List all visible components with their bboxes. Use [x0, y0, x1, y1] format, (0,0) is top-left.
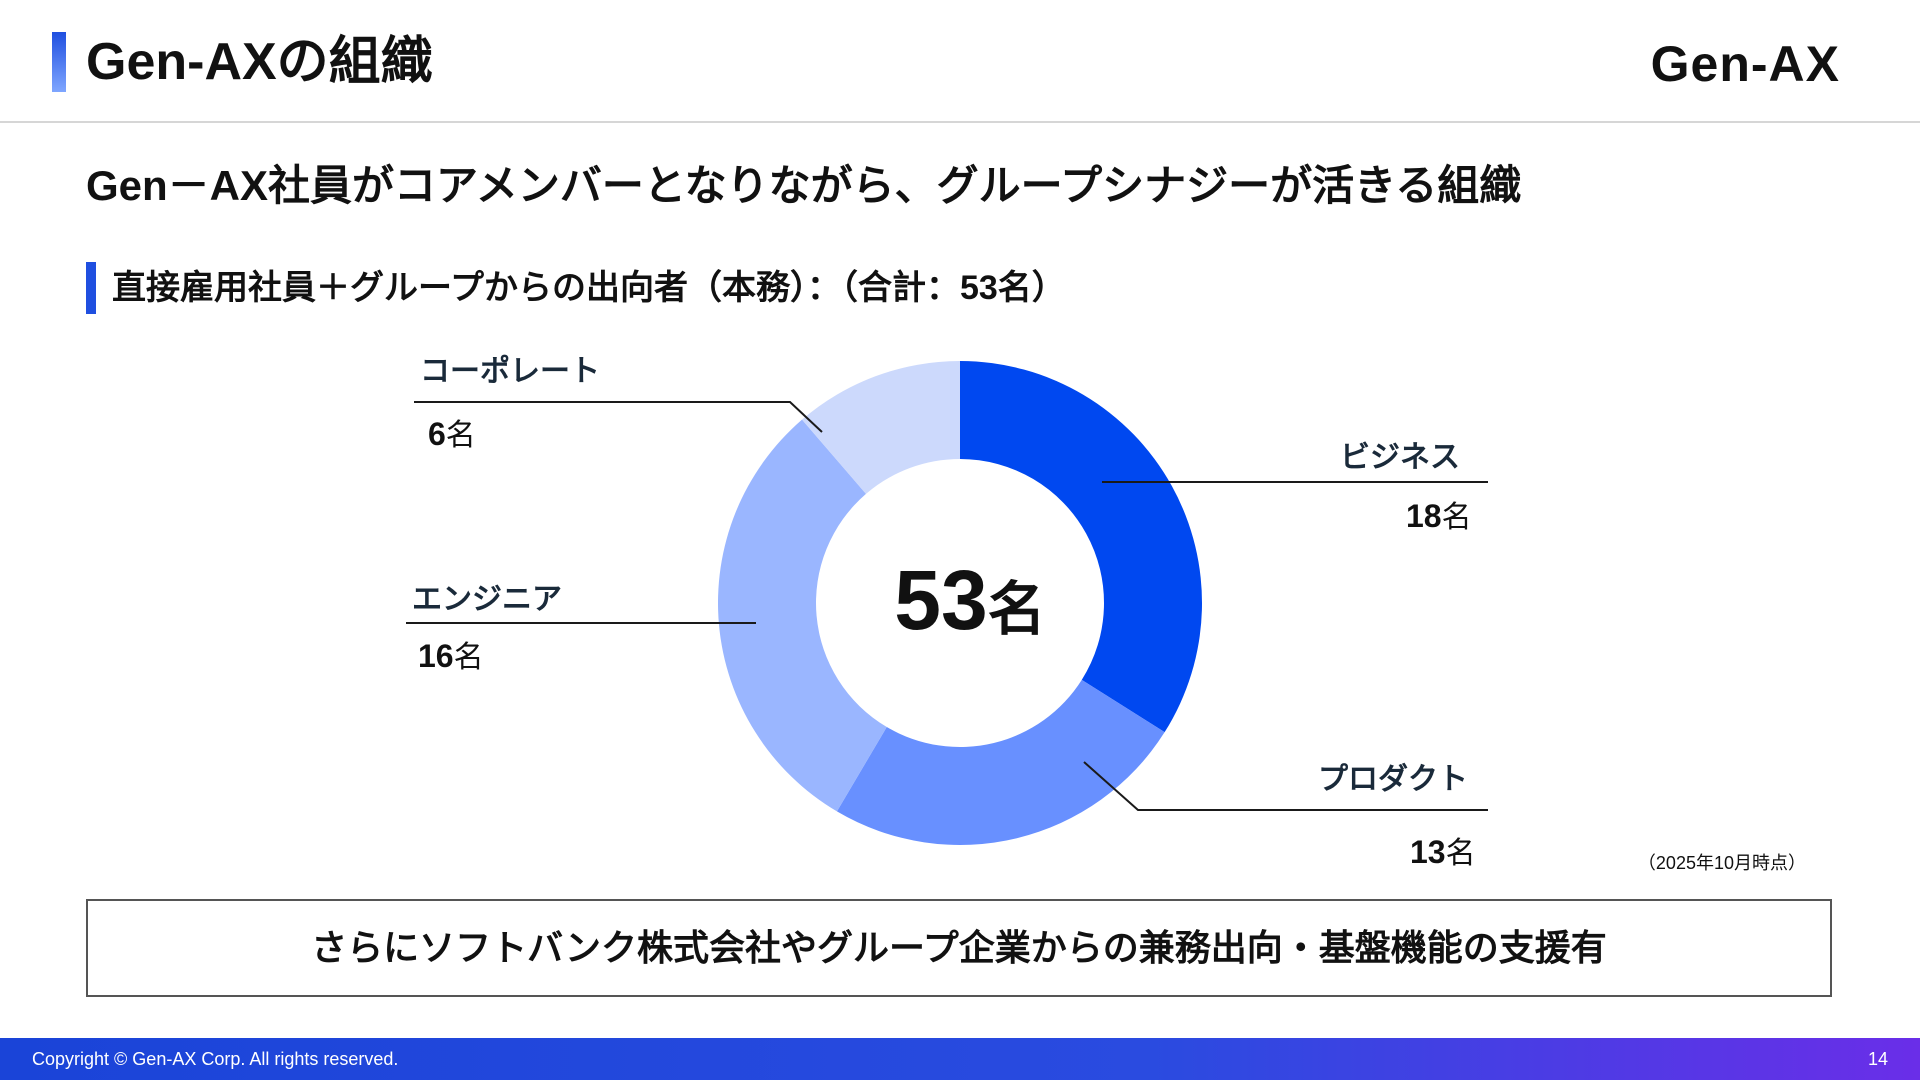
label-corporate: コーポレート — [420, 355, 600, 388]
value-corporate: 6名 — [428, 414, 476, 456]
as-of-date: （2025年10月時点） — [1637, 853, 1806, 873]
value-product-unit: 名 — [1445, 837, 1476, 870]
copyright: Copyright © Gen-AX Corp. All rights rese… — [32, 1049, 399, 1069]
header-divider — [0, 121, 1920, 123]
subheading-accent-bar — [86, 262, 96, 314]
value-product: 13名 — [1410, 832, 1476, 874]
value-engineer-unit: 名 — [453, 641, 484, 674]
value-business-number: 18 — [1406, 498, 1442, 534]
value-business-unit: 名 — [1441, 501, 1472, 534]
note-text: さらにソフトバンク株式会社やグループ企業からの兼務出向・基盤機能の支援有 — [311, 927, 1607, 968]
value-corporate-unit: 名 — [445, 419, 476, 452]
page-number: 14 — [1867, 1049, 1888, 1069]
page-title: Gen-AXの組織 — [86, 33, 433, 91]
leader-line-product — [1083, 761, 1488, 811]
label-engineer: エンジニア — [412, 583, 562, 616]
total-unit: 名 — [987, 577, 1046, 642]
chart-subheading: 直接雇用社員＋グループからの出向者（本務）：（合計：53名） — [112, 269, 1066, 307]
value-corporate-number: 6 — [428, 416, 446, 452]
donut-center-total: 53名 — [860, 550, 1080, 650]
headline: Gen－AX社員がコアメンバーとなりながら、グループシナジーが活きる組織 — [86, 162, 1522, 209]
value-business: 18名 — [1406, 496, 1472, 538]
total-number: 53 — [894, 553, 988, 647]
donut-slice-business — [960, 361, 1202, 733]
donut-slice-product — [836, 679, 1165, 846]
donut-slice-corporate — [802, 361, 960, 494]
donut-slice-engineer — [717, 419, 887, 812]
gen-ax-logo: Gen-AX — [1650, 36, 1840, 92]
leader-line-corporate — [414, 401, 823, 433]
value-engineer: 16名 — [418, 636, 484, 678]
title-accent-bar — [52, 32, 66, 92]
label-business: ビジネス — [1340, 441, 1460, 474]
note-box: さらにソフトバンク株式会社やグループ企業からの兼務出向・基盤機能の支援有 — [86, 899, 1832, 997]
footer-bar: Copyright © Gen-AX Corp. All rights rese… — [0, 1038, 1920, 1080]
value-product-number: 13 — [1410, 834, 1446, 870]
value-engineer-number: 16 — [418, 638, 454, 674]
label-product: プロダクト — [1318, 763, 1468, 796]
